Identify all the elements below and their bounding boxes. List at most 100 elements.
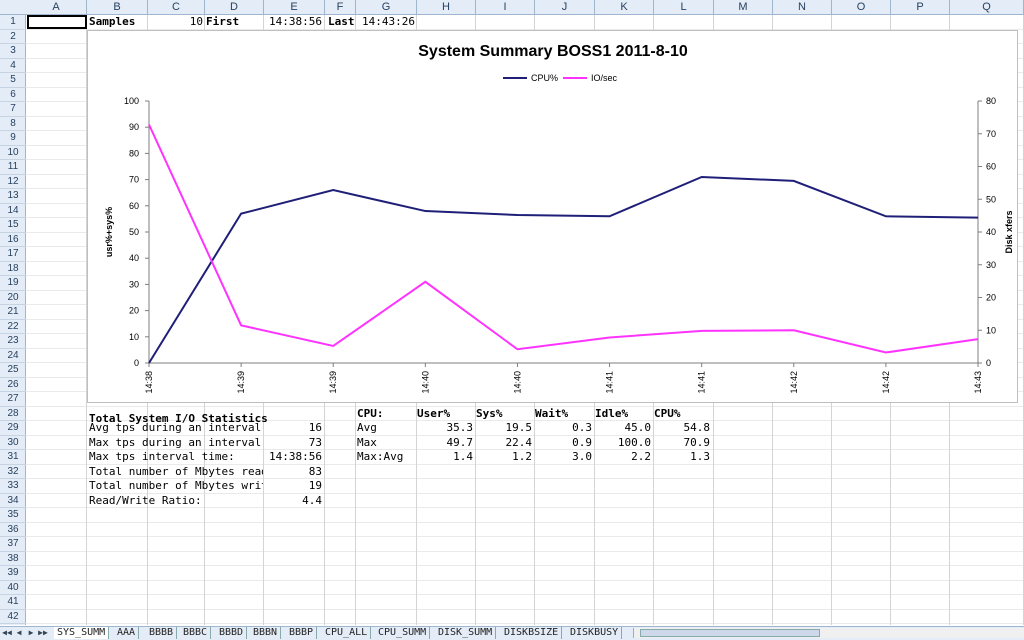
row-header-22[interactable]: 22 bbox=[0, 320, 26, 334]
row-header-32[interactable]: 32 bbox=[0, 465, 26, 479]
scroll-thumb[interactable] bbox=[640, 629, 820, 637]
column-header-d[interactable]: D bbox=[205, 0, 264, 14]
column-header-f[interactable]: F bbox=[325, 0, 356, 14]
column-header-k[interactable]: K bbox=[595, 0, 654, 14]
row-header-35[interactable]: 35 bbox=[0, 508, 26, 523]
row-header-27[interactable]: 27 bbox=[0, 392, 26, 407]
row-header-14[interactable]: 14 bbox=[0, 204, 26, 218]
sheet-tab-cpu-all[interactable]: CPU_ALL bbox=[322, 627, 372, 639]
y-tick-label: 70 bbox=[129, 175, 139, 185]
sheet-tab-aaa[interactable]: AAA bbox=[114, 627, 140, 639]
row-header-40[interactable]: 40 bbox=[0, 581, 26, 595]
column-header-h[interactable]: H bbox=[417, 0, 476, 14]
column-header-a[interactable]: A bbox=[26, 0, 87, 14]
column-header-n[interactable]: N bbox=[773, 0, 832, 14]
io-stats-title: Total System I/O Statistics bbox=[89, 412, 268, 425]
cpu-table-cell: 1.4 bbox=[453, 450, 473, 463]
row-header-5[interactable]: 5 bbox=[0, 73, 26, 88]
column-header-i[interactable]: I bbox=[476, 0, 535, 14]
sheet-tab-bbbc[interactable]: BBBC bbox=[180, 627, 212, 639]
row-header-37[interactable]: 37 bbox=[0, 537, 26, 552]
y-axis-label: usr%+sys% bbox=[104, 207, 114, 257]
io-stat-value: 73 bbox=[308, 435, 322, 449]
sheet-tab-cpu-summ[interactable]: CPU_SUMM bbox=[375, 627, 431, 639]
x-tick-label: 14:42 bbox=[881, 371, 891, 394]
column-header-m[interactable]: M bbox=[714, 0, 773, 14]
row-header-29[interactable]: 29 bbox=[0, 421, 26, 436]
y-tick-label: 80 bbox=[129, 148, 139, 158]
row-header-6[interactable]: 6 bbox=[0, 88, 26, 102]
cpu-table-cell: 54.8 bbox=[683, 421, 711, 434]
column-header-j[interactable]: J bbox=[535, 0, 595, 14]
row-header-39[interactable]: 39 bbox=[0, 566, 26, 581]
row-header-24[interactable]: 24 bbox=[0, 349, 26, 363]
row-header-12[interactable]: 12 bbox=[0, 175, 26, 189]
row-header-25[interactable]: 25 bbox=[0, 363, 26, 378]
sheet-tab-bbbb[interactable]: BBBB bbox=[146, 627, 178, 639]
io-stat-label: Avg tps during an interval: bbox=[89, 421, 263, 434]
row-header-26[interactable]: 26 bbox=[0, 378, 26, 392]
row-header-1[interactable]: 1 bbox=[0, 15, 26, 30]
row-header-15[interactable]: 15 bbox=[0, 218, 26, 233]
horizontal-scrollbar[interactable] bbox=[633, 628, 1024, 638]
selected-cell-a1[interactable] bbox=[27, 15, 87, 29]
prev-sheet-button[interactable]: ◀ bbox=[16, 628, 22, 637]
row-header-3[interactable]: 3 bbox=[0, 44, 26, 59]
row-header-34[interactable]: 34 bbox=[0, 494, 26, 508]
row-header-28[interactable]: 28 bbox=[0, 407, 26, 421]
cpu-table-header: CPU: bbox=[357, 406, 384, 420]
sheet-tab-bbbd[interactable]: BBBD bbox=[216, 627, 248, 639]
column-header-b[interactable]: B bbox=[87, 0, 148, 14]
row-header-21[interactable]: 21 bbox=[0, 305, 26, 320]
y-tick-label: 100 bbox=[124, 96, 139, 106]
row-header-16[interactable]: 16 bbox=[0, 233, 26, 247]
column-header-q[interactable]: Q bbox=[950, 0, 1024, 14]
column-header-o[interactable]: O bbox=[832, 0, 891, 14]
row-header-2[interactable]: 2 bbox=[0, 30, 26, 44]
row-header-8[interactable]: 8 bbox=[0, 117, 26, 131]
sheet-tab-diskbsize[interactable]: DISKBSIZE bbox=[501, 627, 563, 639]
legend-label-io: IO/sec bbox=[591, 73, 618, 83]
row-header-31[interactable]: 31 bbox=[0, 450, 26, 465]
column-header-c[interactable]: C bbox=[148, 0, 205, 14]
column-header-e[interactable]: E bbox=[264, 0, 325, 14]
row-header-17[interactable]: 17 bbox=[0, 247, 26, 262]
sheet-tab-bbbn[interactable]: BBBN bbox=[250, 627, 282, 639]
column-header-g[interactable]: G bbox=[356, 0, 417, 14]
last-value: 14:43:26 bbox=[362, 15, 415, 28]
io-stat-value: 4.4 bbox=[302, 493, 322, 507]
y-tick-label: 0 bbox=[134, 358, 139, 368]
last-sheet-button[interactable]: ▶▶ bbox=[38, 628, 48, 637]
row-header-11[interactable]: 11 bbox=[0, 160, 26, 175]
row-header-bar: 1 2 3 4 5 6 7 8 9 10 11 12 13 14 15 16 17 18 19 20 21 22 23 24 2… bbox=[0, 15, 26, 625]
sheet-tab-bbbp[interactable]: BBBP bbox=[286, 627, 318, 639]
io-stat-label: Max tps interval time: bbox=[89, 450, 235, 463]
row-header-23[interactable]: 23 bbox=[0, 334, 26, 349]
cpu-table-cell: 1.3 bbox=[690, 450, 710, 463]
row-header-10[interactable]: 10 bbox=[0, 146, 26, 160]
row-header-33[interactable]: 33 bbox=[0, 479, 26, 494]
io-stat-value: 83 bbox=[308, 464, 322, 478]
row-header-19[interactable]: 19 bbox=[0, 276, 26, 291]
series-line-io bbox=[148, 124, 979, 354]
row-header-42[interactable]: 42 bbox=[0, 610, 26, 624]
column-header-p[interactable]: P bbox=[891, 0, 950, 14]
sheet-tab-disk-summ[interactable]: DISK_SUMM bbox=[435, 627, 497, 639]
sheet-tab-sys-summ[interactable]: SYS_SUMM bbox=[54, 627, 110, 639]
row-header-20[interactable]: 20 bbox=[0, 291, 26, 305]
row-header-18[interactable]: 18 bbox=[0, 262, 26, 276]
row-header-9[interactable]: 9 bbox=[0, 131, 26, 146]
row-header-7[interactable]: 7 bbox=[0, 102, 26, 117]
next-sheet-button[interactable]: ▶ bbox=[28, 628, 34, 637]
sheet-tab-diskbusy[interactable]: DISKBUSY bbox=[567, 627, 623, 639]
row-header-36[interactable]: 36 bbox=[0, 523, 26, 537]
row-header-38[interactable]: 38 bbox=[0, 552, 26, 566]
first-sheet-button[interactable]: ◀◀ bbox=[2, 628, 12, 637]
y2-tick-label: 30 bbox=[986, 260, 996, 270]
row-header-4[interactable]: 4 bbox=[0, 59, 26, 73]
column-header-l[interactable]: L bbox=[654, 0, 714, 14]
row-header-30[interactable]: 30 bbox=[0, 436, 26, 450]
system-summary-chart[interactable]: System Summary BOSS1 2011-8-10 CPU% IO/se… bbox=[87, 30, 1018, 403]
row-header-41[interactable]: 41 bbox=[0, 595, 26, 610]
row-header-13[interactable]: 13 bbox=[0, 189, 26, 204]
